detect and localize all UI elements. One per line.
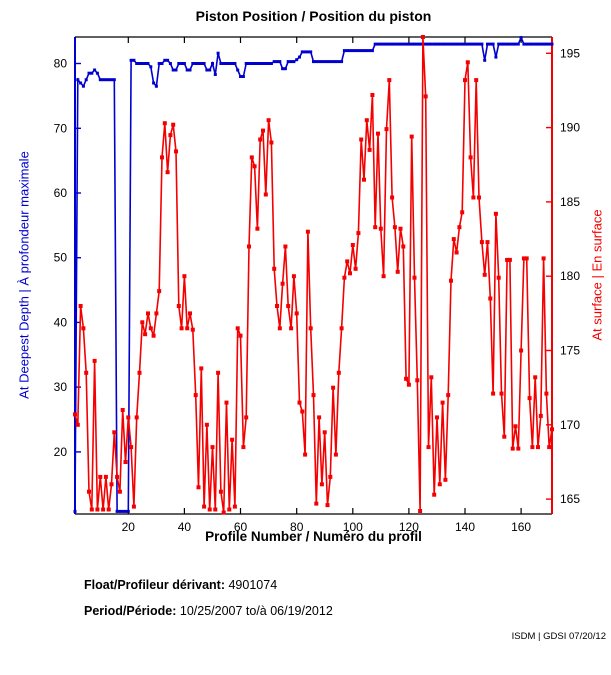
svg-text:50: 50	[54, 251, 68, 265]
svg-text:185: 185	[560, 195, 580, 209]
svg-text:160: 160	[511, 520, 531, 534]
svg-text:70: 70	[54, 121, 68, 135]
credit-stamp: ISDM | GDSI 07/20/12	[511, 631, 606, 642]
svg-text:80: 80	[54, 57, 68, 71]
svg-text:40: 40	[54, 315, 68, 329]
svg-text:180: 180	[560, 269, 580, 283]
float-id-label: Float/Profileur dérivant:	[84, 578, 225, 592]
svg-text:40: 40	[178, 520, 192, 534]
svg-text:20: 20	[54, 445, 68, 459]
period-label: Period/Période:	[84, 604, 177, 618]
svg-text:175: 175	[560, 344, 580, 358]
svg-text:30: 30	[54, 380, 68, 394]
float-id-value: 4901074	[228, 578, 278, 592]
chart-title: Piston Position / Position du piston	[195, 8, 432, 24]
period-line: Period/Période: 10/25/2007 to/à 06/19/20…	[84, 604, 333, 618]
x-axis-label: Profile Number / Numéro du profil	[205, 529, 422, 544]
left-axis-label: At Deepest Depth | À profondeur maximale	[16, 151, 32, 399]
svg-text:195: 195	[560, 46, 580, 60]
svg-text:170: 170	[560, 418, 580, 432]
period-value: 10/25/2007 to/à 06/19/2012	[179, 604, 333, 618]
plot-area: 20 40 60 80 100 120 140 160 20 30 40 50 60 70 80 165 170…	[54, 35, 580, 534]
svg-text:100: 100	[343, 520, 363, 534]
svg-text:140: 140	[455, 520, 475, 534]
svg-text:120: 120	[399, 520, 419, 534]
right-axis-label: At surface | En surface	[589, 209, 605, 341]
svg-text:60: 60	[234, 520, 248, 534]
svg-text:80: 80	[290, 520, 304, 534]
svg-text:60: 60	[54, 186, 68, 200]
svg-text:20: 20	[122, 520, 136, 534]
svg-text:165: 165	[560, 492, 580, 506]
float-id-line: Float/Profileur dérivant: 4901074	[84, 578, 277, 592]
svg-text:190: 190	[560, 121, 580, 135]
